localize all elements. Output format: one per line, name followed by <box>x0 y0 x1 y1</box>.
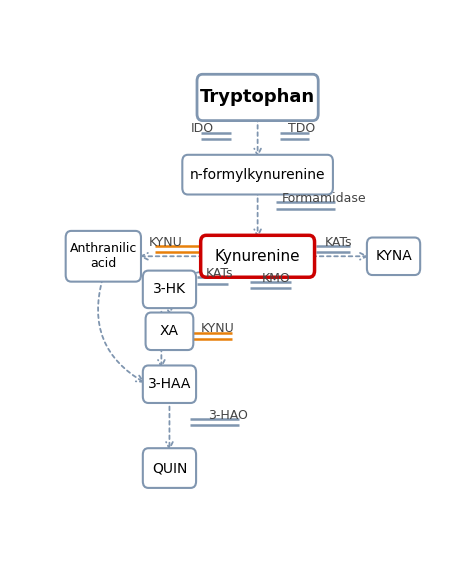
Text: n-formylkynurenine: n-formylkynurenine <box>190 168 325 182</box>
FancyBboxPatch shape <box>66 231 141 282</box>
Text: IDO: IDO <box>191 122 214 135</box>
FancyBboxPatch shape <box>143 270 196 308</box>
FancyBboxPatch shape <box>201 236 315 277</box>
FancyBboxPatch shape <box>146 312 193 350</box>
Text: KATs: KATs <box>325 236 352 249</box>
Text: Tryptophan: Tryptophan <box>200 88 315 107</box>
FancyBboxPatch shape <box>143 448 196 488</box>
Text: KMO: KMO <box>262 272 291 285</box>
Text: Anthranilic
acid: Anthranilic acid <box>70 242 137 270</box>
FancyBboxPatch shape <box>182 155 333 194</box>
Text: KYNU: KYNU <box>201 321 234 335</box>
Text: Formamidase: Formamidase <box>282 193 366 205</box>
FancyBboxPatch shape <box>367 238 420 275</box>
Text: KYNU: KYNU <box>149 236 182 249</box>
Text: 3-HK: 3-HK <box>153 282 186 296</box>
Text: KATs: KATs <box>205 268 233 280</box>
Text: 3-HAA: 3-HAA <box>148 377 191 391</box>
Text: KYNA: KYNA <box>375 249 412 263</box>
Text: Kynurenine: Kynurenine <box>215 249 301 264</box>
FancyBboxPatch shape <box>197 74 318 120</box>
Text: XA: XA <box>160 324 179 338</box>
Text: QUIN: QUIN <box>152 461 187 475</box>
FancyBboxPatch shape <box>143 366 196 403</box>
Text: TDO: TDO <box>288 122 315 135</box>
Text: 3-HAO: 3-HAO <box>208 409 248 422</box>
